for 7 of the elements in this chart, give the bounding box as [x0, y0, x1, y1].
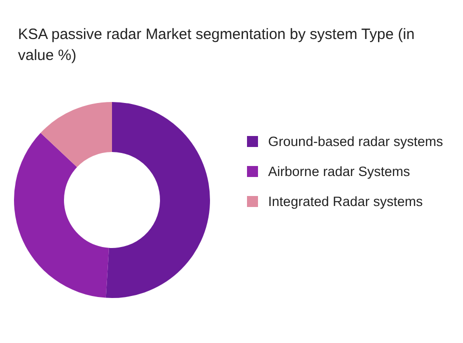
legend-label: Airborne radar Systems	[268, 164, 410, 178]
donut-slice	[14, 132, 109, 298]
chart-title: KSA passive radar Market segmentation by system Type (in value %)	[18, 25, 416, 66]
legend-label: Integrated Radar systems	[268, 194, 423, 208]
donut-slice	[40, 102, 112, 168]
donut-slice	[106, 102, 210, 298]
legend-label: Ground-based radar systems	[268, 134, 443, 148]
